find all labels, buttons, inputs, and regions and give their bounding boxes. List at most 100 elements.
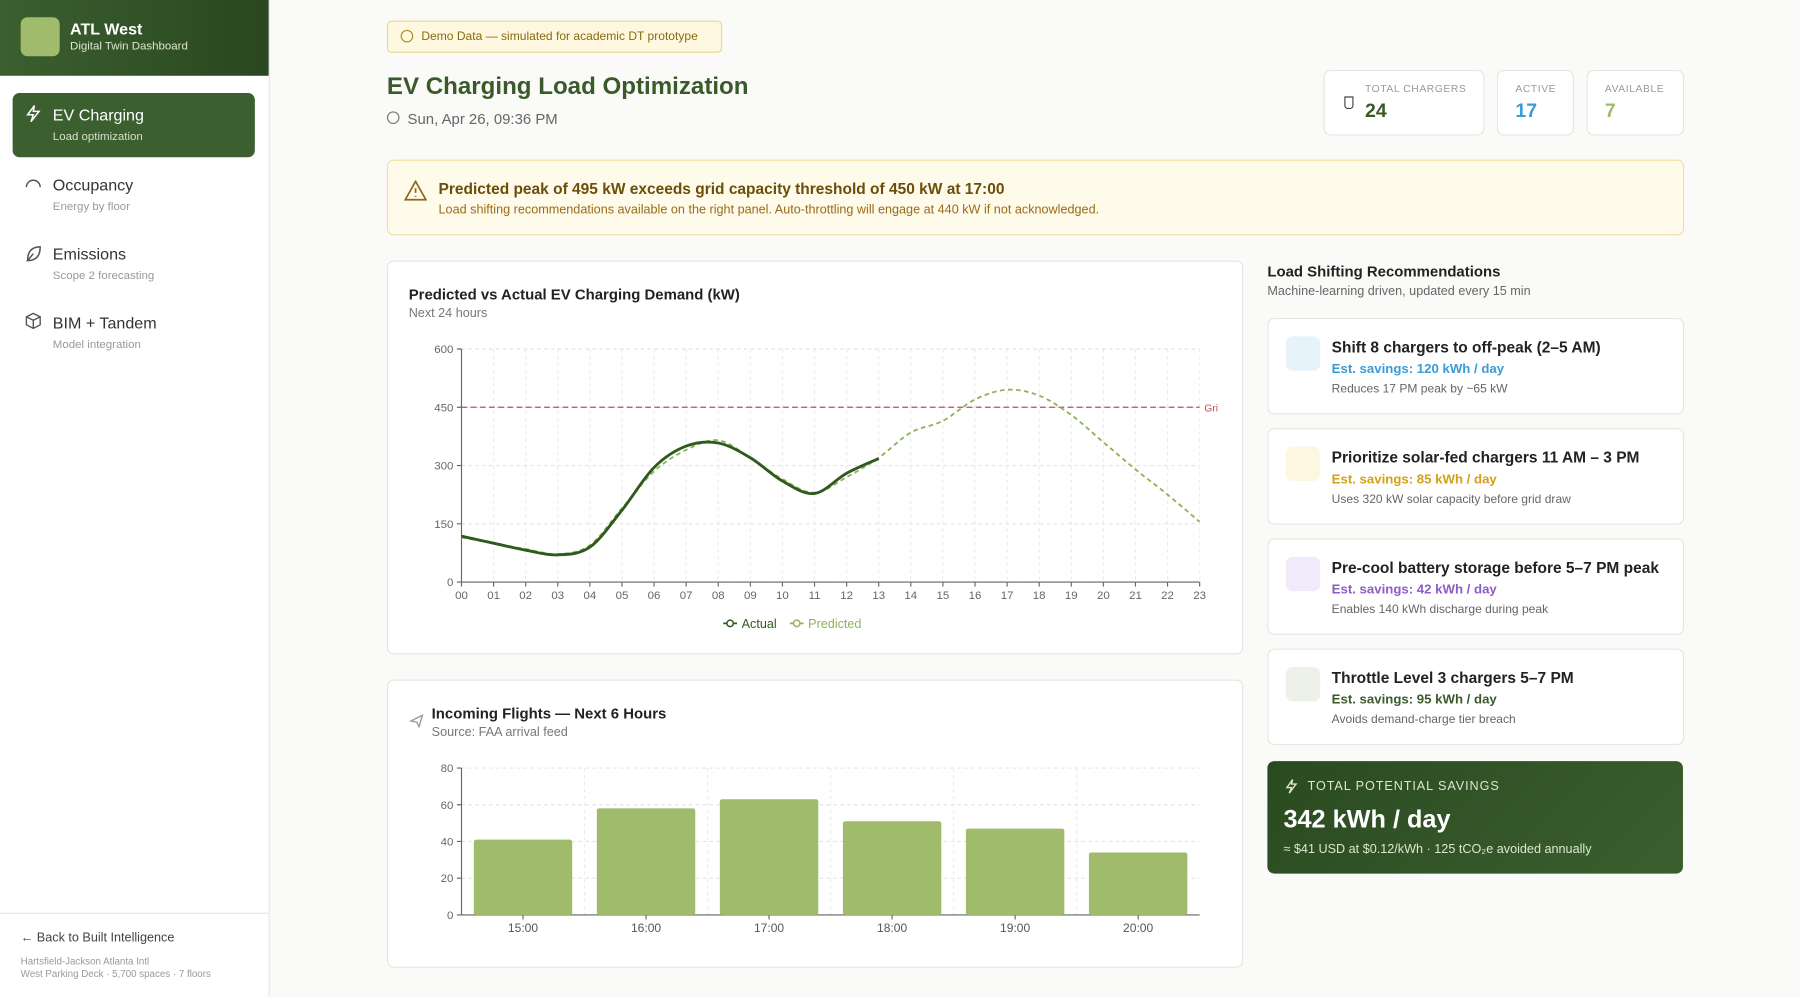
nav-sublabel: Model integration xyxy=(52,338,141,352)
rec-card: Prioritize solar-fed chargers 11 AM – 3 … xyxy=(1267,428,1685,525)
rec-card-title: Shift 8 chargers to off-peak (2–5 AM) xyxy=(1331,338,1601,356)
x-tick-label: 11 xyxy=(809,590,821,602)
y-tick-label: 40 xyxy=(441,837,454,849)
nav-label[interactable]: Emissions xyxy=(52,244,127,263)
chart-title: Predicted vs Actual EV Charging Demand (… xyxy=(408,285,740,304)
nav-label[interactable]: EV Charging xyxy=(52,105,144,124)
x-tick-label: 09 xyxy=(744,590,757,602)
y-tick-label: 150 xyxy=(434,519,453,531)
rec-savings: Est. savings: 120 kWh / day xyxy=(1331,362,1505,377)
rec-savings: Est. savings: 42 kWh / day xyxy=(1331,583,1497,597)
stat-label: TOTAL CHARGERS xyxy=(1364,82,1467,95)
stat-label: AVAILABLE xyxy=(1604,82,1665,95)
back-link[interactable]: ← Back to Built Intelligence xyxy=(20,931,175,945)
x-tick-label: 08 xyxy=(712,590,725,602)
rec-note: Enables 140 kWh discharge during peak xyxy=(1331,602,1549,617)
legend-dot xyxy=(792,619,801,628)
bar xyxy=(1088,852,1188,915)
x-tick-label: 23 xyxy=(1193,590,1206,602)
x-tick-label: 21 xyxy=(1129,590,1142,602)
series-line xyxy=(461,388,1201,556)
x-tick-label: 19 xyxy=(1065,590,1078,602)
rec-subtitle: Machine-learning driven, updated every 1… xyxy=(1267,284,1531,299)
x-tick-label: 13 xyxy=(872,590,885,602)
chart-subtitle: Source: FAA arrival feed xyxy=(431,725,568,740)
bar-chart: 0 20 40 60 80 15:00 16:00 17:00 18:00 19:00 20:00 xyxy=(441,763,1200,935)
bolt-icon xyxy=(1285,779,1298,794)
rec-icon xyxy=(1285,446,1321,482)
savings-label: TOTAL POTENTIAL SAVINGS xyxy=(1307,779,1500,794)
plane-icon xyxy=(408,713,424,729)
nav-icons xyxy=(25,105,41,330)
threshold-label: Gri xyxy=(1204,403,1218,414)
nav-sublabel: Energy by floor xyxy=(52,200,131,214)
x-tick-label: 12 xyxy=(840,590,853,602)
bar xyxy=(842,821,942,915)
rec-card: Pre-cool battery storage before 5–7 PM p… xyxy=(1267,538,1685,635)
nav-active[interactable] xyxy=(12,92,255,158)
bar xyxy=(473,839,573,915)
y-tick-label: 80 xyxy=(441,763,454,775)
x-tick-label: 03 xyxy=(551,590,564,602)
nav-label[interactable]: Occupancy xyxy=(52,175,134,195)
nav-sublabel: Scope 2 forecasting xyxy=(52,269,155,283)
x-tick-label: 17 xyxy=(1001,590,1014,602)
y-tick-label: 450 xyxy=(434,402,453,414)
page-title: EV Charging Load Optimization xyxy=(386,73,749,100)
chart-title: Incoming Flights — Next 6 Hours xyxy=(431,704,667,723)
rec-icon xyxy=(1285,556,1321,592)
rec-card-title: Throttle Level 3 chargers 5–7 PM xyxy=(1331,669,1574,687)
rec-card-title: Pre-cool battery storage before 5–7 PM p… xyxy=(1331,559,1659,577)
legend-label: Predicted xyxy=(808,617,861,631)
rec-icon xyxy=(1285,336,1321,371)
stat-card: AVAILABLE 7 xyxy=(1586,70,1685,136)
alert: Predicted peak of 495 kW exceeds grid ca… xyxy=(386,159,1685,236)
brand-icon xyxy=(20,17,60,57)
savings-note: ≈ $41 USD at $0.12/kWh · 125 tCO₂e avoid… xyxy=(1283,842,1592,857)
x-tick-label: 19:00 xyxy=(1000,921,1030,935)
legend-label: Actual xyxy=(742,617,777,631)
brand-title: ATL West xyxy=(70,19,143,38)
back-text[interactable]: Back to Built Intelligence xyxy=(36,931,175,945)
rec-savings: Est. savings: 95 kWh / day xyxy=(1331,693,1497,708)
stat-label: ACTIVE xyxy=(1515,82,1557,95)
legend-dot xyxy=(726,619,735,628)
rec-note: Uses 320 kW solar capacity before grid d… xyxy=(1331,492,1571,507)
rec-note: Reduces 17 PM peak by ~65 kW xyxy=(1331,382,1508,397)
alert-text: Load shifting recommendations available … xyxy=(438,203,1100,217)
divider xyxy=(0,912,269,914)
rec-card: Throttle Level 3 chargers 5–7 PM Est. sav… xyxy=(1267,648,1685,746)
x-tick-label: 16 xyxy=(969,590,982,602)
x-tick-label: 07 xyxy=(680,590,693,602)
x-tick-label: 10 xyxy=(776,590,789,602)
x-tick-label: 17:00 xyxy=(754,921,784,935)
x-tick-label: 00 xyxy=(455,590,468,602)
stat-value: 17 xyxy=(1515,99,1538,122)
footer-line: West Parking Deck · 5,700 spaces · 7 flo… xyxy=(20,967,211,980)
rec-card-title: Prioritize solar-fed chargers 11 AM – 3 … xyxy=(1331,448,1640,467)
series-line xyxy=(461,440,880,557)
x-tick-label: 18:00 xyxy=(877,921,907,935)
y-tick-label: 60 xyxy=(441,800,454,812)
rec-card: Shift 8 chargers to off-peak (2–5 AM) Est… xyxy=(1267,317,1685,415)
badge-text: Demo Data — simulated for academic DT pr… xyxy=(421,29,698,44)
y-tick-label: 0 xyxy=(447,577,453,589)
y-tick-label: 0 xyxy=(447,910,453,922)
rec-note: Avoids demand-charge tier breach xyxy=(1331,712,1516,727)
x-tick-label: 20:00 xyxy=(1123,921,1153,935)
brand-subtitle: Digital Twin Dashboard xyxy=(70,40,188,53)
bar xyxy=(596,808,696,915)
rec-title: Load Shifting Recommendations xyxy=(1267,262,1501,281)
line-card: Predicted vs Actual EV Charging Demand (… xyxy=(386,260,1244,655)
x-tick-label: 02 xyxy=(519,590,532,602)
x-tick-label: 14 xyxy=(904,590,917,602)
plug-icon xyxy=(1344,96,1354,110)
rec-savings: Est. savings: 85 kWh / day xyxy=(1331,472,1497,487)
bar-card: Incoming Flights — Next 6 Hours Source: … xyxy=(386,679,1244,968)
nav-label[interactable]: BIM + Tandem xyxy=(52,313,157,332)
x-tick-label: 18 xyxy=(1033,590,1046,602)
x-tick-label: 01 xyxy=(487,590,500,602)
x-tick-label: 04 xyxy=(583,590,596,602)
bar xyxy=(965,828,1065,915)
